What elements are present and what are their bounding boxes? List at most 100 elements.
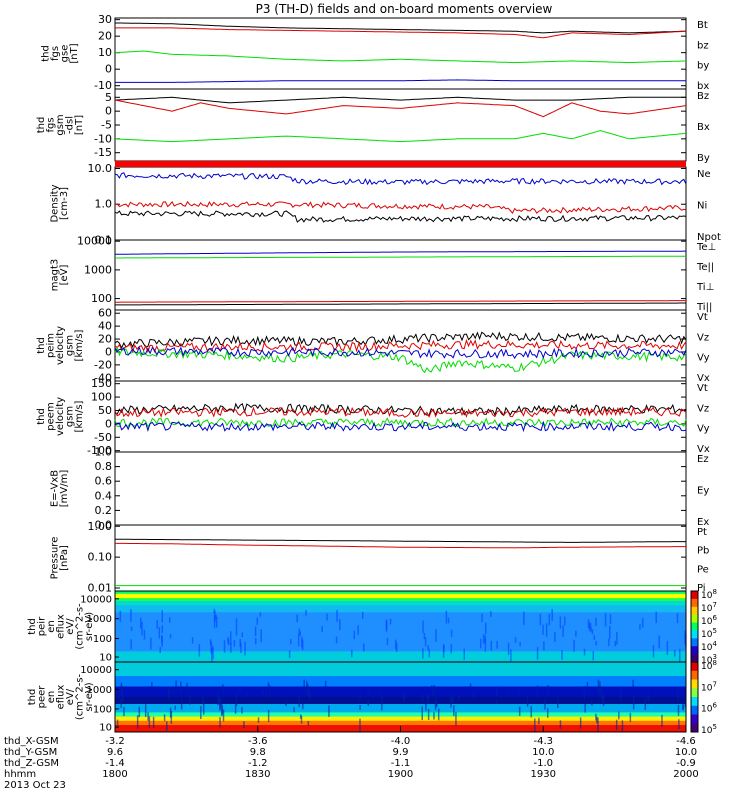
peer-spec-streak [309,691,311,701]
peer-spec-streak [586,682,589,690]
peir-spec-streak [678,648,681,663]
peer-spec-streak [136,715,139,729]
peim-velocity-ylabel: thdpeimvelocitygsm[km/s] [36,326,85,365]
peem-velocity-ylabel: thdpeemvelocitygsm[km/s] [36,397,85,436]
peer-spec-streak [647,692,650,702]
fgs-gsm-ytick-label: -15 [94,146,112,159]
peer-spec-streak [495,699,498,704]
fgs-gse-ytick-label: 30 [98,13,112,26]
peir-spec-streak [357,625,359,635]
peir-spec-ylabel-line: eflux [56,614,67,639]
peir-spec-colorbar-exponent: 5 [712,627,716,635]
peir-spec-streak [666,640,669,655]
peem-velocity-series-1 [114,406,687,419]
density-ytick-label: 10.0 [88,162,113,175]
peer-spec-colorbar-cell [691,662,698,672]
peir-spec-colorbar-cell [691,591,698,600]
peir-spec-streak [260,629,262,643]
peer-spec-band-5 [115,712,686,718]
efield-legend-0: Ez [697,454,709,465]
peer-spec-streak [302,703,304,710]
peir-spec-streak [288,650,291,658]
peer-spec-streak [152,716,155,729]
peir-spec-streak [548,613,551,626]
peir-spec-colorbar-label: 105 [701,627,717,640]
peer-spec-streak [293,707,295,713]
peer-spec-streak [546,708,549,718]
peer-spec-ytick-label: 10000 [80,665,112,676]
peer-spec-streak [579,717,582,729]
peir-spec-band-4 [115,605,686,613]
peer-spec-streak [538,717,540,725]
peer-spec-streak [600,687,603,701]
peir-spec-streak [652,645,655,658]
peer-spec-colorbar-frame [690,661,699,733]
peer-spec-streak [677,705,680,716]
peer-spec-streak [421,706,423,721]
fgs-gse-series-3 [115,79,686,83]
xaxis-row-label-z: thd_Z-GSM [4,758,59,769]
time-axis: thd_X-GSM thd_Y-GSM thd_Z-GSM hhmm 2013 … [4,726,699,791]
peir-spec-streak [554,631,556,642]
peem-velocity-series-2 [114,417,687,428]
panel-fgs-gse: thdfgsgse[nT] 30 20 10 0 -10 Bt bz by bx [41,13,710,92]
peir-spec-streak [130,609,132,622]
peir-spec-band-2 [115,598,686,602]
peer-spec-streak [324,680,327,688]
peir-spec-band-6 [115,651,686,663]
peer-spec-streak [147,712,149,721]
peer-spec-streak [427,709,430,720]
peir-spec-streak [212,647,214,660]
peir-spec-streak [233,640,236,647]
fgs-gse-legend-0: Bt [697,20,708,31]
peer-spec-streak [602,693,605,706]
efield-ytick-label: 0.4 [95,489,113,502]
peir-spec-streak [510,649,512,662]
peer-spec-streak [175,680,177,694]
peer-spec-streak [632,695,635,710]
peer-spec-streak [174,705,177,710]
peer-spec-ytick-label: 10 [99,723,112,734]
peir-spec-streak [239,638,241,647]
peer-spec-colorbar-cell [691,670,698,680]
peer-spec-streak [559,720,562,729]
peem-velocity-legend-3: Vx [697,444,710,455]
peer-spec-streak [303,679,305,692]
peir-spec-streak [595,617,597,626]
peir-spec-streak [490,640,493,651]
peir-spec-streak [595,641,597,646]
xaxis-tick-label: -1.4 [105,758,125,769]
pressure-legend-3: Pi [697,583,706,594]
peem-velocity-ytick-label: 50 [98,404,112,417]
fgs-gsm-ytick-label: 5 [105,91,112,104]
peer-spec-streak [615,719,618,731]
peir-spec-streak [191,637,194,644]
peer-spec-streak [217,693,220,704]
figure-title: P3 (TH-D) fields and on-board moments ov… [256,2,553,16]
peir-spec-streak [543,641,545,651]
peir-spec-streak [321,626,323,633]
peir-spec-streak [609,614,612,625]
peir-spec-streak [658,635,660,649]
peir-spec-colorbar-exponent: 7 [712,601,716,609]
xaxis-tick-label: -1.2 [248,758,268,769]
temperature-legend-2: Ti⊥ [696,282,714,293]
peir-spec-streak [298,628,301,634]
pressure-ytick-label: 0.01 [88,582,113,595]
peer-spec-streak [378,688,380,693]
peem-velocity-ytick-label: -50 [94,431,112,444]
peir-spec-streak [482,634,485,644]
peir-spec-streak [424,636,427,647]
peir-spec-streak [674,649,676,657]
peir-spec-streak [422,648,424,659]
temperature-legend-0: Te⊥ [696,242,716,253]
peir-spec-streak [386,637,389,646]
fgs-gse-legend-2: by [697,61,709,72]
peer-spec-colorbar-exponent: 7 [712,680,716,688]
peer-spec-streak [403,694,405,703]
peer-spec-colorbar-exponent: 6 [712,702,717,710]
peir-spec-streak [684,630,686,644]
peir-spec-streak [590,627,592,633]
peem-velocity-legend-2: Vy [697,424,710,435]
